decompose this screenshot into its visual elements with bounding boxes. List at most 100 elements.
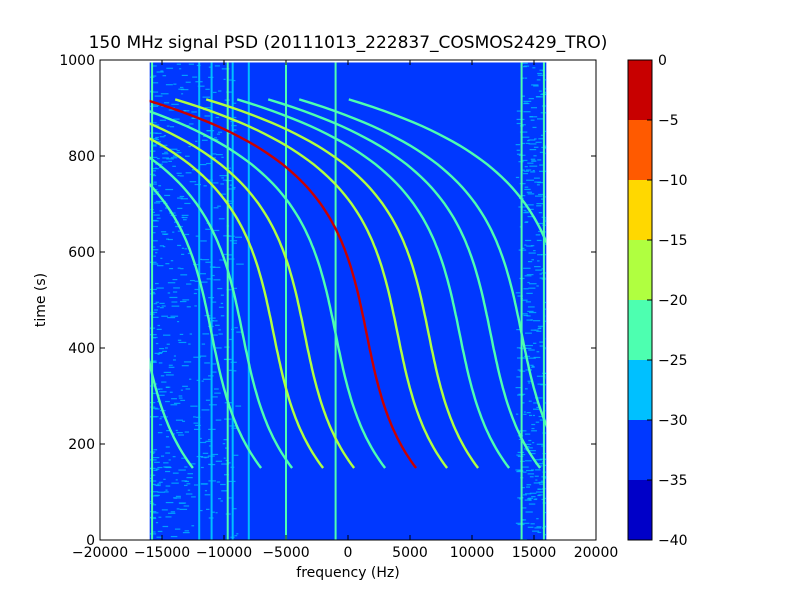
noise-speck — [165, 207, 168, 209]
noise-speck — [527, 473, 535, 475]
noise-speck — [523, 413, 527, 415]
noise-speck — [546, 442, 547, 444]
noise-speck — [524, 275, 532, 277]
noise-speck — [537, 181, 544, 184]
noise-speck — [536, 203, 544, 205]
noise-speck — [221, 177, 225, 179]
noise-speck — [190, 405, 198, 407]
noise-speck — [522, 494, 527, 496]
noise-speck — [226, 91, 234, 93]
noise-speck — [519, 430, 527, 432]
noise-speck — [178, 434, 184, 436]
noise-speck — [519, 347, 527, 350]
noise-speck — [184, 110, 190, 112]
noise-speck — [181, 480, 188, 482]
noise-speck — [165, 263, 170, 265]
noise-speck — [188, 123, 194, 125]
noise-speck — [163, 466, 171, 468]
noise-speck — [533, 250, 536, 252]
noise-speck — [528, 143, 537, 145]
noise-speck — [537, 74, 546, 76]
noise-speck — [214, 65, 220, 67]
noise-speck — [541, 93, 547, 95]
noise-speck — [233, 242, 237, 244]
noise-speck — [523, 522, 530, 524]
noise-speck — [236, 533, 239, 535]
noise-speck — [188, 378, 192, 380]
noise-speck — [532, 67, 536, 69]
noise-speck — [537, 488, 545, 490]
noise-speck — [179, 68, 182, 70]
noise-speck — [168, 366, 175, 368]
noise-speck — [152, 175, 157, 177]
noise-speck — [516, 347, 522, 349]
noise-speck — [166, 238, 169, 240]
noise-speck — [530, 469, 535, 471]
noise-speck — [521, 95, 526, 97]
noise-speck — [151, 232, 156, 234]
noise-speck — [153, 531, 156, 533]
noise-speck — [524, 211, 529, 213]
noise-speck — [533, 356, 541, 359]
noise-speck — [530, 119, 535, 121]
noise-speck — [177, 197, 183, 199]
noise-speck — [173, 83, 177, 85]
noise-speck — [206, 179, 213, 181]
noise-speck — [157, 491, 165, 493]
noise-speck — [151, 336, 158, 339]
noise-speck — [177, 339, 182, 341]
noise-speck — [533, 482, 541, 484]
noise-speck — [546, 389, 547, 391]
noise-speck — [221, 156, 224, 158]
noise-speck — [533, 177, 540, 179]
noise-speck — [203, 378, 211, 380]
noise-speck — [166, 67, 174, 69]
noise-speck — [151, 361, 157, 363]
noise-speck — [526, 447, 533, 449]
noise-speck — [179, 502, 185, 504]
noise-speck — [151, 392, 159, 395]
noise-speck — [210, 371, 217, 373]
noise-speck — [156, 287, 164, 289]
x-tick-label: 5000 — [392, 545, 428, 561]
noise-speck — [543, 320, 547, 322]
heatmap-background — [149, 62, 547, 541]
noise-speck — [537, 159, 542, 161]
noise-speck — [171, 301, 178, 303]
noise-speck — [152, 407, 158, 409]
y-tick-label: 1000 — [59, 53, 95, 69]
noise-speck — [523, 411, 526, 413]
noise-speck — [157, 324, 161, 327]
colorbar-segment — [628, 180, 652, 240]
noise-speck — [191, 117, 195, 119]
noise-speck — [152, 504, 157, 506]
noise-speck — [214, 347, 222, 349]
noise-speck — [160, 375, 165, 377]
noise-speck — [191, 496, 196, 498]
noise-speck — [540, 134, 545, 136]
noise-speck — [158, 481, 163, 483]
noise-speck — [535, 234, 541, 236]
noise-speck — [222, 443, 226, 445]
noise-speck — [163, 462, 169, 464]
noise-speck — [177, 321, 180, 323]
noise-speck — [219, 259, 225, 261]
noise-speck — [170, 511, 176, 513]
colorbar-tick-label: −15 — [658, 233, 688, 249]
noise-speck — [216, 481, 221, 483]
noise-speck — [156, 141, 161, 143]
noise-speck — [544, 217, 547, 219]
noise-speck — [195, 416, 201, 418]
noise-speck — [543, 347, 547, 349]
noise-speck — [539, 69, 545, 71]
noise-speck — [151, 225, 158, 228]
noise-speck — [191, 525, 195, 527]
noise-speck — [165, 374, 174, 376]
noise-speck — [155, 301, 159, 303]
noise-speck — [524, 186, 529, 188]
noise-speck — [151, 211, 156, 213]
noise-speck — [161, 509, 168, 511]
noise-speck — [155, 468, 158, 470]
noise-speck — [157, 388, 160, 391]
noise-speck — [208, 404, 217, 406]
